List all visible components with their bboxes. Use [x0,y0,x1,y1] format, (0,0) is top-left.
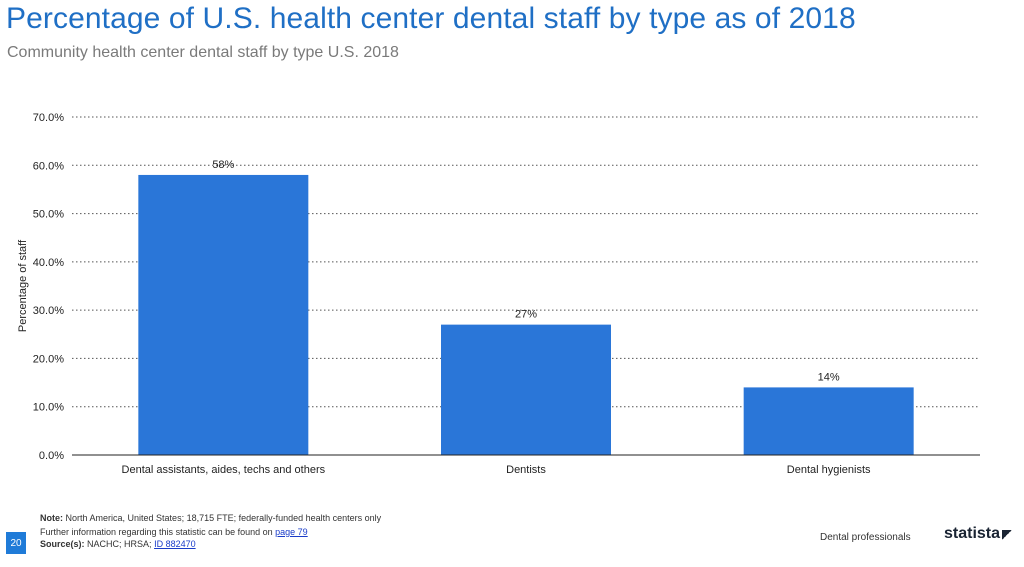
further-info-line: Further information regarding this stati… [40,527,308,537]
page-title: Percentage of U.S. health center dental … [6,2,856,35]
note-line: Note: North America, United States; 18,7… [40,513,381,523]
bar [743,387,914,455]
statista-logo-icon [1002,528,1013,540]
page-subtitle: Community health center dental staff by … [7,44,399,61]
bar-data-label: 27% [515,309,537,321]
source-text: NACHC; HRSA; [87,539,152,549]
bar-data-label: 58% [212,159,234,171]
x-tick-label: Dentists [506,464,546,476]
further-info-text: Further information regarding this stati… [40,527,273,537]
y-tick-label: 50.0% [33,209,64,221]
y-tick-label: 30.0% [33,305,64,317]
note-label: Note: [40,513,63,523]
brand-name: statista [944,525,1001,542]
y-tick-label: 40.0% [33,257,64,269]
y-tick-label: 0.0% [39,450,64,462]
note-text: North America, United States; 18,715 FTE… [65,513,382,523]
source-line: Source(s): NACHC; HRSA; ID 882470 [40,539,196,549]
statista-logo: statista [944,525,1013,543]
y-tick-label: 70.0% [33,112,64,124]
source-label: Source(s): [40,539,85,549]
y-tick-label: 60.0% [33,160,64,172]
statistic-id-link[interactable]: ID 882470 [154,539,196,549]
bar-data-label: 14% [818,371,840,383]
y-tick-label: 10.0% [33,402,64,414]
page-number-badge: 20 [6,532,26,554]
y-tick-label: 20.0% [33,353,64,365]
category-label: Dental professionals [820,532,911,543]
x-tick-label: Dental hygienists [787,464,871,476]
page-link[interactable]: page 79 [275,527,308,537]
bar-chart: 0.0% 10.0% 20.0% 30.0% 40.0% 50.0% 60.0% 70.0% 5… [17,112,980,476]
y-axis-label: Percentage of staff [17,239,29,332]
x-tick-label: Dental assistants, aides, techs and othe… [122,464,326,476]
bar [138,174,309,455]
bar [441,324,611,455]
